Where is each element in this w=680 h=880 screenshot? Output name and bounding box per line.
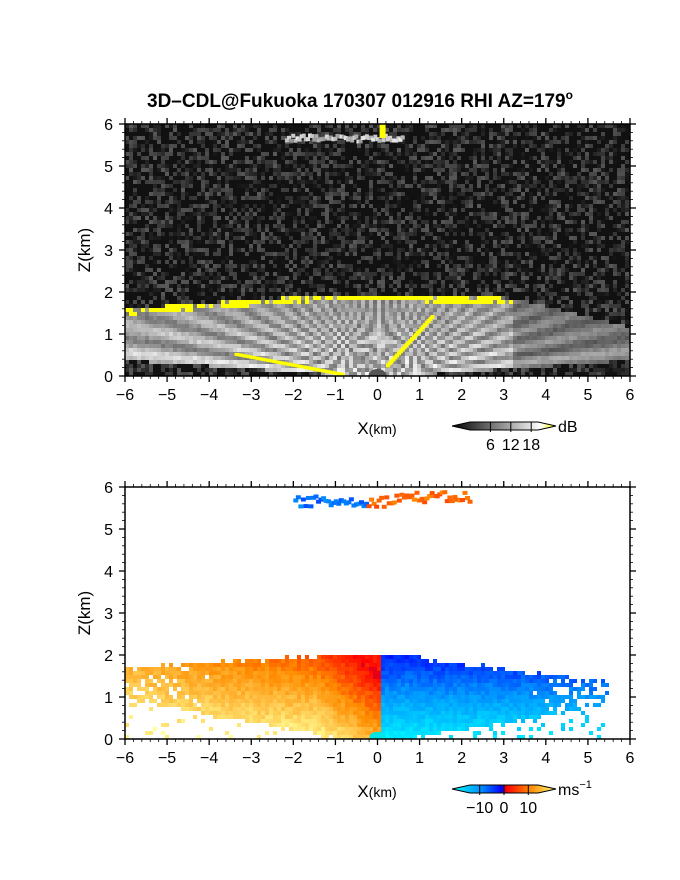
x-tick-label: −1 (326, 387, 344, 404)
x-tick-label: −6 (116, 387, 134, 404)
x-tick-label: −3 (242, 387, 260, 404)
reflectivity-echo (125, 124, 630, 376)
reflectivity-x-ticks: −6 −5 −4 −3 −2 −1 0 1 2 3 4 5 6 (116, 118, 635, 404)
y-tick-label: 5 (104, 522, 113, 539)
y-tick-label: 5 (104, 159, 113, 176)
x-tick-label: −5 (158, 387, 176, 404)
y-tick-label: 0 (104, 732, 113, 749)
reflectivity-y-ticks: 0 1 2 3 4 5 6 (104, 117, 636, 386)
velocity-colorbar: −10 0 10 ms−1 (451, 779, 592, 817)
velocity-colorbar-unit: ms−1 (558, 779, 592, 799)
x-tick-label: −1 (326, 750, 344, 767)
y-tick-label: 1 (104, 327, 113, 344)
velocity-echo (125, 490, 609, 739)
y-tick-label: 0 (104, 369, 113, 386)
x-tick-label: −4 (200, 750, 218, 767)
y-tick-label: 4 (104, 201, 113, 218)
x-tick-label: 3 (499, 750, 508, 767)
x-tick-label: 1 (415, 750, 424, 767)
x-tick-label: 0 (373, 387, 382, 404)
reflectivity-colorbar: 6 12 18 dB (451, 419, 578, 454)
colorbar-tick-label: 18 (522, 437, 540, 454)
x-tick-label: 0 (373, 750, 382, 767)
x-tick-label: −2 (284, 387, 302, 404)
y-tick-label: 3 (104, 243, 113, 260)
velocity-x-axis-label: X(km) (357, 782, 396, 801)
velocity-y-axis-label: Z(km) (75, 591, 94, 635)
x-tick-label: 5 (583, 387, 592, 404)
y-tick-label: 4 (104, 564, 113, 581)
x-tick-label: 6 (626, 387, 635, 404)
x-tick-label: 4 (541, 750, 550, 767)
colorbar-tick-label: 10 (519, 800, 537, 817)
y-tick-label: 3 (104, 606, 113, 623)
x-tick-label: −5 (158, 750, 176, 767)
x-tick-label: −4 (200, 387, 218, 404)
reflectivity-colorbar-unit: dB (558, 419, 578, 436)
y-tick-label: 2 (104, 285, 113, 302)
x-tick-label: −3 (242, 750, 260, 767)
x-tick-label: 3 (499, 387, 508, 404)
y-tick-label: 1 (104, 690, 113, 707)
x-tick-label: 1 (415, 387, 424, 404)
x-tick-label: 2 (457, 750, 466, 767)
x-tick-label: 5 (583, 750, 592, 767)
y-tick-label: 2 (104, 648, 113, 665)
y-tick-label: 6 (104, 117, 113, 134)
x-tick-label: −6 (116, 750, 134, 767)
x-tick-label: 2 (457, 387, 466, 404)
velocity-x-ticks: −6 −5 −4 −3 −2 −1 0 1 2 3 4 5 6 (116, 481, 635, 767)
y-tick-label: 6 (104, 480, 113, 497)
velocity-colorbar-ticks: −10 0 10 (466, 785, 537, 817)
x-tick-label: 6 (626, 750, 635, 767)
figure-title: 3D–CDL@Fukuoka 170307 012916 RHI AZ=179o (147, 88, 573, 112)
reflectivity-colorbar-scale (451, 421, 557, 431)
reflectivity-x-axis-label: X(km) (357, 419, 396, 438)
colorbar-tick-label: −10 (466, 800, 493, 817)
reflectivity-y-axis-label: Z(km) (75, 228, 94, 272)
x-tick-label: 4 (541, 387, 550, 404)
reflectivity-colorbar-ticks: 6 12 18 (486, 422, 540, 454)
colorbar-tick-label: 0 (500, 800, 509, 817)
x-tick-label: −2 (284, 750, 302, 767)
velocity-y-ticks: 0 1 2 3 4 5 6 (104, 480, 636, 749)
colorbar-tick-label: 6 (486, 437, 495, 454)
colorbar-tick-label: 12 (502, 437, 520, 454)
